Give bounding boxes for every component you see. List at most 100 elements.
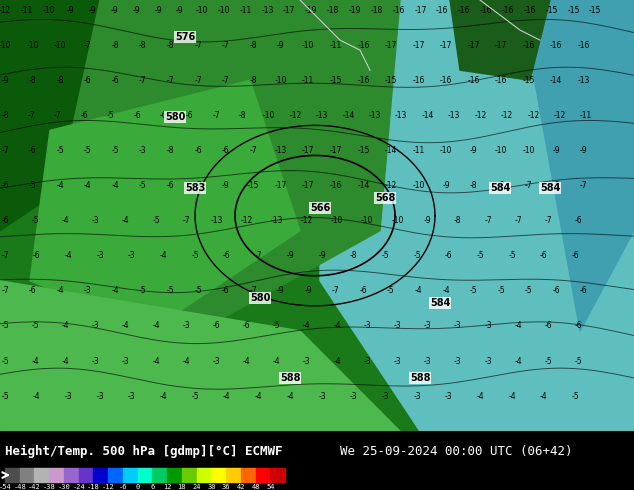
Text: -11: -11 [412,146,425,155]
Text: -10: -10 [412,181,425,190]
Text: -14: -14 [385,146,397,155]
Text: 584: 584 [430,298,450,308]
Text: -13: -13 [448,111,460,120]
Text: -6: -6 [572,251,579,260]
Text: -5: -5 [194,286,202,295]
Text: -16: -16 [501,5,514,15]
Text: -8: -8 [454,216,462,225]
Text: -4: -4 [61,216,69,225]
Text: -7: -7 [183,216,190,225]
Text: -10: -10 [302,41,314,49]
Text: -4: -4 [122,321,129,330]
Text: -3: -3 [413,392,421,401]
Text: -3: -3 [424,321,432,330]
Text: -12: -12 [240,216,252,225]
Text: -4: -4 [56,286,64,295]
Text: -6: -6 [575,216,583,225]
Text: -4: -4 [333,357,341,366]
Text: -15: -15 [247,181,259,190]
Text: -15: -15 [385,76,397,85]
Text: -17: -17 [283,5,295,15]
Text: -8: -8 [29,76,36,85]
Text: -4: -4 [122,216,129,225]
Text: -13: -13 [578,76,590,85]
Text: Height/Temp. 500 hPa [gdmp][°C] ECMWF: Height/Temp. 500 hPa [gdmp][°C] ECMWF [5,445,283,458]
Text: -10: -10 [495,146,507,155]
Text: -10: -10 [391,216,404,225]
Text: -15: -15 [330,76,342,85]
Text: -5: -5 [84,146,91,155]
Text: -6: -6 [133,111,141,120]
Bar [270,468,285,482]
Text: -3: -3 [484,321,492,330]
Text: -4: -4 [508,392,516,401]
Text: -6: -6 [29,286,36,295]
Text: 580: 580 [250,293,270,303]
Bar [211,468,226,482]
Text: -13: -13 [395,111,408,120]
Text: -3: -3 [363,321,371,330]
Text: -7: -7 [222,41,230,49]
Text: -13: -13 [368,111,381,120]
Text: -6: -6 [160,111,167,120]
Text: -10: -10 [217,5,230,15]
Text: -16: -16 [357,76,370,85]
Text: -7: -7 [194,41,202,49]
Text: -17: -17 [302,146,314,155]
Text: -4: -4 [514,357,522,366]
Text: -8: -8 [498,181,505,190]
Text: -6: -6 [29,146,36,155]
Text: -8: -8 [249,41,257,49]
Text: -3: -3 [122,357,129,366]
Text: -11: -11 [240,5,252,15]
Polygon shape [0,0,200,231]
Text: -3: -3 [128,392,136,401]
Text: -9: -9 [222,181,230,190]
Text: -6: -6 [212,321,220,330]
Text: -6: -6 [243,321,250,330]
Text: -3: -3 [92,321,100,330]
Text: -7: -7 [580,181,588,190]
Text: -7: -7 [332,286,340,295]
Text: -6: -6 [545,321,552,330]
Text: -5: -5 [152,216,160,225]
Text: -15: -15 [567,5,579,15]
Text: -10: -10 [27,41,39,49]
Text: 580: 580 [165,112,185,122]
Text: 588: 588 [410,373,430,383]
Text: -17: -17 [385,41,397,49]
Text: -12: -12 [474,111,487,120]
Text: -14: -14 [550,76,562,85]
Text: -6: -6 [575,321,583,330]
Text: -5: -5 [56,146,64,155]
Text: -12: -12 [301,216,313,225]
Text: -18: -18 [327,5,339,15]
Text: -3: -3 [445,392,453,401]
Text: -24: -24 [72,484,85,490]
Text: -18: -18 [87,484,100,490]
Text: -7: -7 [525,181,533,190]
Bar [123,468,138,482]
Bar [256,468,270,482]
Text: -9: -9 [110,5,118,15]
Text: -3: -3 [363,357,371,366]
Text: -6: -6 [1,181,9,190]
Text: -13: -13 [275,146,287,155]
Text: -16: -16 [495,76,507,85]
Text: -7: -7 [194,181,202,190]
Text: -4: -4 [160,251,167,260]
Text: -5: -5 [31,321,39,330]
Text: -3: -3 [84,286,91,295]
Text: -6: -6 [552,286,560,295]
Text: -6: -6 [194,146,202,155]
Polygon shape [520,0,634,331]
Text: -6: -6 [167,181,174,190]
Text: -7: -7 [249,146,257,155]
Bar [93,468,108,482]
Text: -17: -17 [495,41,507,49]
Bar [34,468,49,482]
Text: -9: -9 [443,181,450,190]
Text: -7: -7 [28,111,36,120]
Text: -5: -5 [1,357,9,366]
Text: We 25-09-2024 00:00 UTC (06+42): We 25-09-2024 00:00 UTC (06+42) [340,445,573,458]
